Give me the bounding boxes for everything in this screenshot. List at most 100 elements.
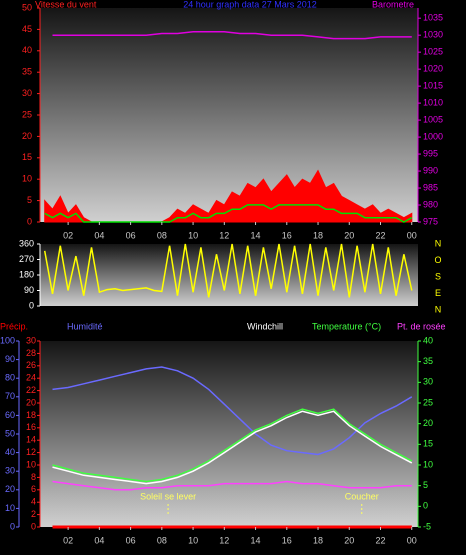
panel-background [40,8,418,222]
y-tick-label: 1000 [423,131,443,141]
y-tick-label: 80 [5,373,15,383]
x-tick-label: 04 [94,230,104,240]
legend-label: Pt. de rosée [397,321,446,331]
y-tick-label: 0 [10,521,15,531]
y-tick-label: 40 [423,335,433,345]
x-tick-label: 18 [313,230,323,240]
y-tick-label: 1035 [423,13,443,23]
x-tick-label: 08 [157,230,167,240]
compass-label: S [435,271,441,281]
line [52,480,412,491]
legend-label: Humidité [67,321,103,331]
line [52,366,413,456]
x-tick-label: 20 [344,535,354,545]
x-tick-label: 00 [407,230,417,240]
compass-label: E [435,288,441,298]
y-tick-label: 1020 [423,64,443,74]
y-tick-label: 1010 [423,97,443,107]
compass-label: N [435,304,442,314]
y-tick-label: 28 [26,348,36,358]
y-tick-label: 5 [423,480,428,490]
y-tick-label: 25 [423,397,433,407]
x-tick-label: 12 [219,230,229,240]
y-tick-label: 70 [5,391,15,401]
x-tick-label: 14 [251,535,261,545]
x-tick-label: 16 [282,535,292,545]
y-tick-label: 10 [26,459,36,469]
x-tick-label: 02 [63,535,73,545]
y-tick-label: 15 [423,439,433,449]
y-tick-label: 1030 [423,30,443,40]
y-tick-label: 30 [22,88,32,98]
y-tick-label: 20 [22,131,32,141]
legend-label: Précip. [0,321,28,331]
y-tick-label: 20 [423,418,433,428]
y-tick-label: 985 [423,182,438,192]
y-tick-label: 10 [5,503,15,513]
line [43,243,413,298]
y-tick-label: -5 [423,521,431,531]
y-tick-label: 180 [19,269,34,279]
y-tick-label: 990 [423,165,438,175]
line [52,408,413,483]
y-tick-label: 26 [26,360,36,370]
x-tick-label: 14 [251,230,261,240]
x-tick-label: 08 [157,535,167,545]
y-tick-label: 50 [22,2,32,12]
y-tick-label: 60 [5,410,15,420]
y-tick-label: 5 [27,195,32,205]
chart-title: 24 hour graph data 27 Mars 2012 [183,0,317,9]
y-tick-label: 12 [26,447,36,457]
y-tick-label: 995 [423,148,438,158]
x-tick-label: 22 [376,535,386,545]
x-tick-label: 10 [188,230,198,240]
y-tick-label: 30 [5,466,15,476]
x-tick-label: 16 [282,230,292,240]
panel-background [40,244,418,306]
y-tick-label: 8 [31,472,36,482]
y-tick-label: 45 [22,24,32,34]
y-axis-label: Vitesse du vent [35,0,97,9]
y-tick-label: 100 [0,335,15,345]
y-tick-label: 980 [423,199,438,209]
x-tick-label: 06 [126,535,136,545]
y2-axis-label: Barometre [372,0,414,9]
y-tick-label: 14 [26,435,36,445]
x-tick-label: 10 [188,535,198,545]
x-tick-label: 06 [126,230,136,240]
line [52,31,412,40]
y-tick-label: 18 [26,410,36,420]
y-tick-label: 90 [5,354,15,364]
x-tick-label: 02 [63,230,73,240]
y-tick-label: 30 [26,335,36,345]
y-tick-label: 4 [31,497,36,507]
compass-label: O [434,255,441,265]
x-tick-label: 04 [94,535,104,545]
y-tick-label: 0 [31,521,36,531]
y-tick-label: 20 [5,484,15,494]
legend-label: Temperature (°C) [312,321,381,331]
y-tick-label: 50 [5,428,15,438]
line [44,204,413,223]
y-tick-label: 975 [423,216,438,226]
annotation: Soleil se lever [140,491,196,501]
y-tick-label: 35 [22,67,32,77]
line [52,410,413,485]
y-tick-label: 10 [22,174,32,184]
y-tick-label: 40 [5,447,15,457]
y-tick-label: 1005 [423,114,443,124]
y-tick-label: 0 [27,216,32,226]
y-tick-label: 270 [19,254,34,264]
y-tick-label: 40 [22,45,32,55]
compass-label: N [435,238,442,248]
y-tick-label: 25 [22,109,32,119]
y-tick-label: 16 [26,422,36,432]
y-tick-label: 15 [22,152,32,162]
y-tick-label: 90 [24,285,34,295]
y-tick-label: 0 [423,501,428,511]
y-tick-label: 0 [29,300,34,310]
y-tick-label: 360 [19,238,34,248]
y-tick-label: 35 [423,356,433,366]
y-tick-label: 24 [26,373,36,383]
